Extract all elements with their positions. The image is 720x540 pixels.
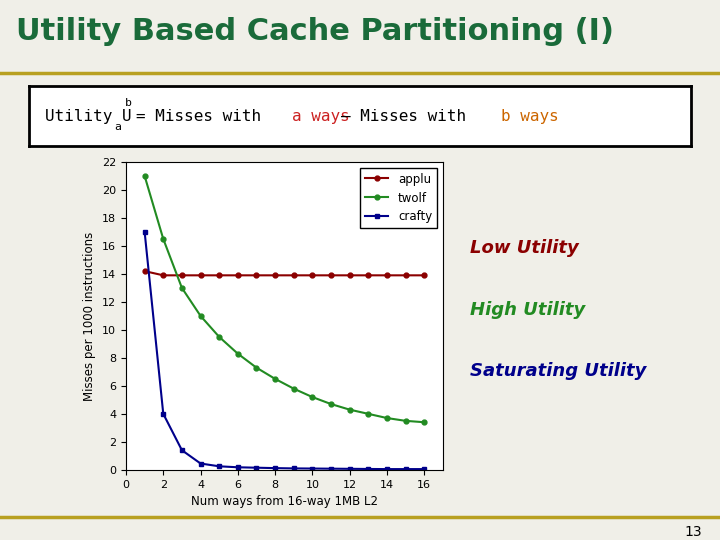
twolf <box>420 419 428 426</box>
applu <box>271 272 279 279</box>
applu <box>159 272 168 279</box>
Text: High Utility: High Utility <box>470 301 585 319</box>
crafty <box>215 463 223 470</box>
twolf <box>178 285 186 291</box>
twolf <box>252 364 261 371</box>
twolf <box>215 334 223 340</box>
applu <box>364 272 372 279</box>
twolf <box>159 235 168 242</box>
twolf <box>233 350 242 357</box>
twolf <box>346 407 354 413</box>
applu <box>382 272 391 279</box>
twolf <box>197 313 205 319</box>
twolf <box>364 410 372 417</box>
applu <box>140 268 149 274</box>
Line: crafty: crafty <box>143 230 426 471</box>
Text: a ways: a ways <box>292 109 350 124</box>
applu <box>252 272 261 279</box>
twolf <box>289 386 298 392</box>
applu <box>346 272 354 279</box>
crafty <box>197 460 205 467</box>
crafty <box>140 229 149 235</box>
crafty <box>178 447 186 454</box>
Text: a: a <box>114 122 121 132</box>
crafty <box>327 465 336 472</box>
applu <box>401 272 410 279</box>
applu <box>308 272 317 279</box>
Text: = Misses with: = Misses with <box>136 109 271 124</box>
twolf <box>401 417 410 424</box>
crafty <box>233 464 242 470</box>
twolf <box>327 401 336 407</box>
crafty <box>289 465 298 471</box>
Line: twolf: twolf <box>143 173 426 424</box>
Text: Utility U: Utility U <box>45 109 132 124</box>
Text: 13: 13 <box>685 525 702 539</box>
Text: – Misses with: – Misses with <box>341 109 476 124</box>
crafty <box>382 466 391 472</box>
Text: b: b <box>125 98 132 108</box>
twolf <box>271 376 279 382</box>
applu <box>178 272 186 279</box>
applu <box>233 272 242 279</box>
applu <box>215 272 223 279</box>
Text: Saturating Utility: Saturating Utility <box>470 362 647 380</box>
crafty <box>364 465 372 472</box>
crafty <box>401 466 410 472</box>
Legend: applu, twolf, crafty: applu, twolf, crafty <box>360 168 437 228</box>
crafty <box>420 466 428 472</box>
applu <box>289 272 298 279</box>
Y-axis label: Misses per 1000 instructions: Misses per 1000 instructions <box>84 231 96 401</box>
crafty <box>346 465 354 472</box>
crafty <box>271 465 279 471</box>
crafty <box>159 410 168 417</box>
applu <box>197 272 205 279</box>
Text: Utility Based Cache Partitioning (I): Utility Based Cache Partitioning (I) <box>16 17 614 46</box>
twolf <box>382 415 391 421</box>
crafty <box>252 464 261 471</box>
Text: Low Utility: Low Utility <box>470 239 579 257</box>
twolf <box>140 173 149 179</box>
Line: applu: applu <box>143 269 426 278</box>
twolf <box>308 394 317 400</box>
applu <box>327 272 336 279</box>
Text: b ways: b ways <box>501 109 559 124</box>
crafty <box>308 465 317 472</box>
applu <box>420 272 428 279</box>
X-axis label: Num ways from 16-way 1MB L2: Num ways from 16-way 1MB L2 <box>191 495 378 508</box>
